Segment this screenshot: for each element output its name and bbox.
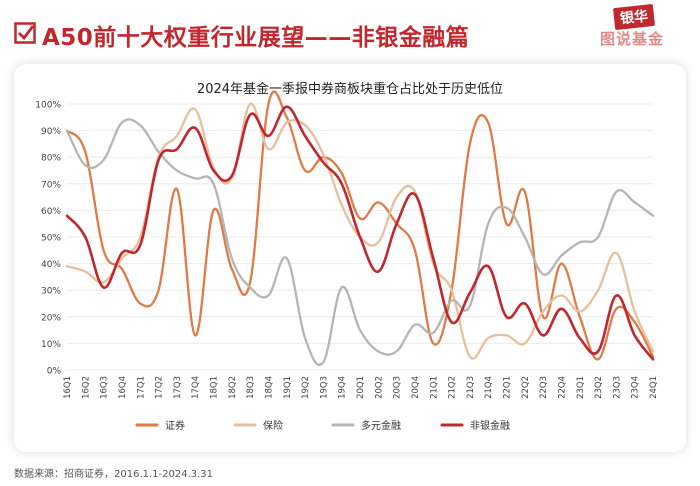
chart-title: 2024年基金一季报中券商板块重仓占比处于历史低位	[197, 81, 503, 97]
legend-label: 证券	[165, 419, 185, 432]
data-source: 数据来源：招商证券，2016.1.1-2024.3.31	[14, 469, 214, 480]
x-tick-label: 20Q1	[356, 376, 366, 399]
x-tick-label: 19Q1	[283, 376, 293, 399]
x-tick-label: 22Q2	[521, 376, 531, 399]
y-tick-label: 90%	[41, 127, 61, 137]
x-tick-label: 21Q4	[484, 376, 494, 399]
x-tick-label: 22Q3	[539, 376, 549, 399]
x-axis: 16Q1 16Q2 16Q3 16Q4 17Q1 17Q2 17Q3 17Q4 18Q1 18Q2…	[63, 376, 659, 399]
checkbox-icon	[14, 22, 36, 44]
legend-label: 保险	[263, 419, 283, 432]
chart-legend: 证券 保险 多元金融 非银金融	[135, 419, 510, 432]
x-tick-label: 17Q2	[155, 376, 165, 399]
x-tick-label: 18Q1	[210, 376, 220, 399]
y-tick-label: 30%	[41, 287, 61, 297]
y-tick-label: 70%	[41, 180, 61, 190]
brand-logo: 银华 图说基金	[596, 3, 688, 52]
x-tick-label: 22Q4	[557, 376, 567, 399]
x-tick-label: 21Q2	[448, 376, 458, 399]
x-tick-label: 20Q3	[393, 376, 403, 399]
x-tick-label: 17Q3	[173, 376, 183, 399]
y-tick-label: 10%	[41, 340, 61, 350]
y-axis: 0% 10% 20% 30% 40% 50% 60% 70% 80% 90% 100%	[35, 101, 61, 377]
y-tick-label: 20%	[41, 313, 61, 323]
chart-card	[14, 64, 686, 452]
x-tick-label: 17Q1	[136, 376, 146, 399]
y-tick-label: 50%	[41, 234, 61, 244]
x-tick-label: 24Q1	[649, 376, 659, 399]
x-tick-label: 16Q1	[63, 376, 73, 399]
x-tick-label: 18Q3	[246, 376, 256, 399]
x-tick-label: 20Q2	[374, 376, 384, 399]
x-tick-label: 23Q1	[576, 376, 586, 399]
x-tick-label: 21Q1	[429, 376, 439, 399]
x-tick-label: 21Q3	[466, 376, 476, 399]
x-tick-label: 18Q2	[228, 376, 238, 399]
x-tick-label: 20Q4	[411, 376, 421, 399]
x-tick-label: 16Q4	[118, 376, 128, 399]
x-tick-label: 19Q4	[338, 376, 348, 399]
x-tick-label: 18Q4	[264, 376, 274, 399]
x-tick-label: 22Q1	[503, 376, 513, 399]
series-line-非银金融	[65, 105, 655, 361]
y-tick-label: 80%	[41, 154, 61, 164]
series-line-保险	[65, 102, 655, 360]
y-tick-label: 100%	[35, 101, 61, 111]
series-line-证券	[65, 90, 655, 361]
x-tick-label: 17Q4	[191, 376, 201, 399]
page-title: A50前十大权重行业展望——非银金融篇	[42, 25, 470, 51]
y-tick-label: 60%	[41, 207, 61, 217]
x-tick-label: 19Q2	[301, 376, 311, 399]
chart-series	[65, 90, 655, 366]
legend-label: 非银金融	[470, 419, 510, 432]
x-tick-label: 23Q4	[631, 376, 641, 399]
series-line-多元金融	[65, 118, 655, 366]
x-tick-label: 16Q2	[81, 376, 91, 399]
y-tick-label: 0%	[47, 367, 62, 377]
x-tick-label: 19Q3	[319, 376, 329, 399]
x-tick-label: 16Q3	[100, 376, 110, 399]
x-tick-label: 23Q2	[594, 376, 604, 399]
logo-line2: 图说基金	[600, 30, 665, 48]
legend-label: 多元金融	[361, 419, 401, 432]
header: A50前十大权重行业展望——非银金融篇 银华 图说基金	[0, 0, 700, 60]
y-tick-label: 40%	[41, 260, 61, 270]
x-tick-label: 23Q3	[612, 376, 622, 399]
